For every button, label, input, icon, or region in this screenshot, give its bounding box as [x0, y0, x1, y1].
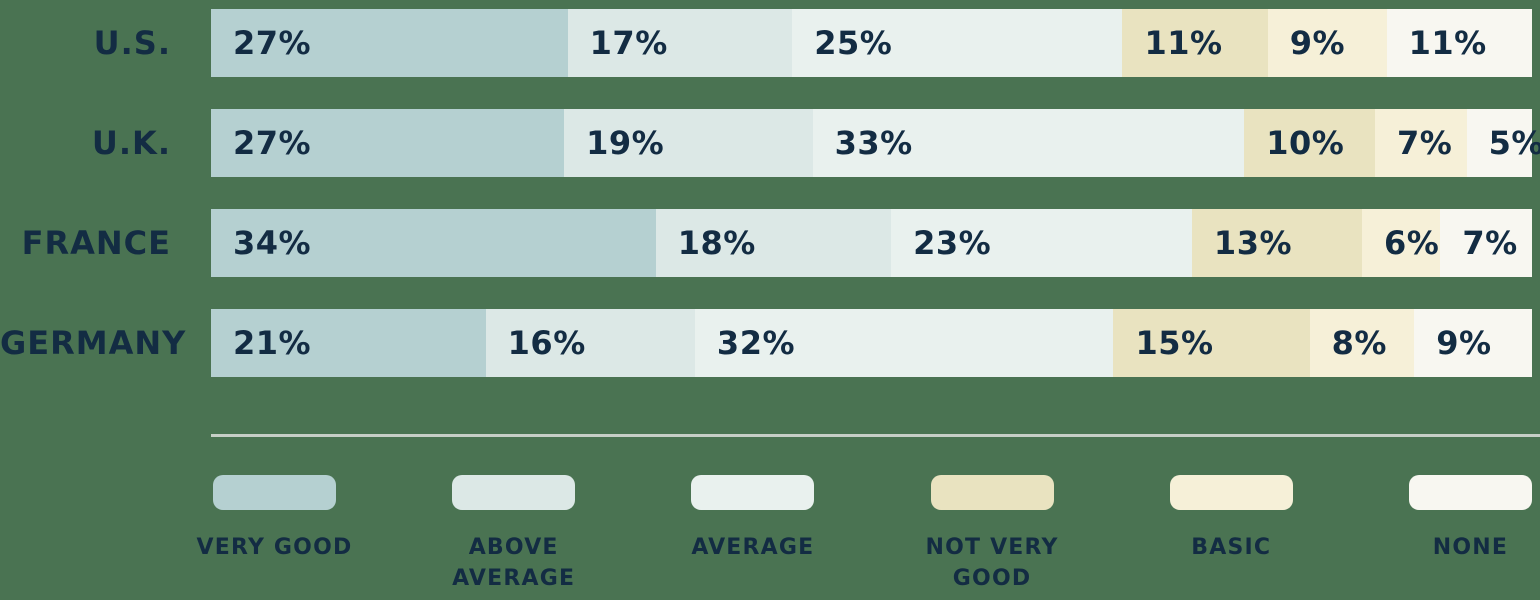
legend-label-line: GOOD — [952, 566, 1032, 591]
bar-segment-very-good: 27% — [211, 9, 568, 77]
legend-label-line: AVERAGE — [452, 566, 576, 591]
bar-segment-very-good: 34% — [211, 209, 656, 277]
row-label-france: FRANCE — [21, 224, 171, 262]
chart-row-u-s-: U.S. 27% 17% 25% 11% 9% 11% — [0, 9, 1540, 77]
legend-label-none: NONE — [1350, 532, 1540, 563]
legend-label-line: NOT VERY — [925, 535, 1059, 560]
stacked-bar-germany: 21% 16% 32% 15% 8% 9% — [211, 309, 1532, 377]
segment-value-label: 18% — [677, 224, 756, 262]
chart-row-germany: GERMANY 21% 16% 32% 15% 8% 9% — [0, 309, 1540, 377]
segment-value-label: 34% — [233, 224, 312, 262]
legend-item-basic: BASIC — [1169, 475, 1293, 560]
legend-item-very-good: VERY GOOD — [197, 475, 351, 560]
bar-segment-none: 5% — [1466, 109, 1540, 177]
bar-segment-above-average: 16% — [485, 309, 695, 377]
bar-segment-average: 32% — [694, 309, 1114, 377]
legend-item-above-average: ABOVE AVERAGE — [452, 475, 576, 591]
legend-label-average: AVERAGE — [633, 532, 873, 563]
stacked-bar-u-s-: 27% 17% 25% 11% 9% 11% — [211, 9, 1532, 77]
legend-label-line: VERY GOOD — [196, 535, 353, 560]
segment-value-label: 23% — [913, 224, 992, 262]
segment-value-label: 6% — [1383, 224, 1440, 262]
legend-label-line: ABOVE — [468, 535, 559, 560]
row-label-u-k-: U.K. — [91, 124, 171, 162]
legend-item-not-very-good: NOT VERY GOOD — [926, 475, 1057, 591]
bar-segment-none: 7% — [1440, 209, 1532, 277]
legend-label-basic: BASIC — [1111, 532, 1351, 563]
chart-legend: VERY GOOD ABOVE AVERAGE AVERAGE NOT VERY GOOD… — [197, 475, 1532, 591]
segment-value-label: 27% — [233, 24, 312, 62]
legend-item-average: AVERAGE — [691, 475, 815, 560]
bar-segment-basic: 6% — [1361, 209, 1441, 277]
legend-label-not-very-good: NOT VERY GOOD — [872, 532, 1112, 594]
segment-value-label: 11% — [1408, 24, 1487, 62]
legend-label-line: NONE — [1432, 535, 1509, 560]
bar-segment-not-very-good: 11% — [1122, 9, 1268, 77]
bar-segment-average: 25% — [792, 9, 1123, 77]
row-label-u-s-: U.S. — [93, 24, 171, 62]
bar-segment-basic: 7% — [1375, 109, 1467, 177]
legend-swatch-none — [1408, 475, 1532, 510]
stacked-bar-u-k-: 27% 19% 33% 10% 7% 5% — [211, 109, 1540, 177]
segment-value-label: 8% — [1331, 324, 1387, 362]
stacked-bar-france: 34% 18% 23% 13% 6% 7% — [211, 209, 1532, 277]
segment-value-label: 25% — [814, 24, 893, 62]
segment-value-label: 7% — [1462, 224, 1518, 262]
legend-swatch-basic — [1169, 475, 1293, 510]
chart-row-france: FRANCE 34% 18% 23% 13% 6% 7% — [0, 209, 1540, 277]
legend-swatch-above-average — [452, 475, 576, 510]
segment-value-label: 21% — [233, 324, 312, 362]
legend-label-very-good: VERY GOOD — [155, 532, 395, 563]
legend-swatch-average — [691, 475, 815, 510]
segment-value-label: 32% — [716, 324, 796, 362]
segment-value-label: 27% — [233, 124, 312, 162]
segment-value-label: 9% — [1289, 24, 1346, 62]
segment-value-label: 11% — [1144, 24, 1223, 62]
segment-value-label: 33% — [834, 124, 913, 162]
segment-value-label: 5% — [1488, 124, 1540, 162]
segment-value-label: 17% — [589, 24, 668, 62]
segment-value-label: 7% — [1397, 124, 1453, 162]
segment-value-label: 13% — [1213, 224, 1293, 262]
chart-row-u-k-: U.K. 27% 19% 33% 10% 7% 5% — [0, 109, 1540, 177]
segment-value-label: 19% — [586, 124, 665, 162]
bar-segment-very-good: 27% — [211, 109, 565, 177]
row-label-germany: GERMANY — [0, 324, 187, 362]
segment-value-label: 15% — [1135, 324, 1214, 362]
legend-swatch-very-good — [213, 475, 336, 510]
legend-item-none: NONE — [1408, 475, 1532, 560]
bar-segment-not-very-good: 15% — [1113, 309, 1310, 377]
bar-segment-none: 11% — [1386, 9, 1532, 77]
legend-divider — [211, 434, 1540, 437]
bar-segment-not-very-good: 10% — [1244, 109, 1376, 177]
bar-segment-average: 23% — [891, 209, 1192, 277]
bar-segment-basic: 9% — [1267, 9, 1387, 77]
segment-value-label: 10% — [1266, 124, 1345, 162]
segment-value-label: 9% — [1436, 324, 1492, 362]
chart-rows: U.S. 27% 17% 25% 11% 9% 11% U.K. 27% 19% 33% 10% 7% 5… — [0, 9, 1540, 409]
bar-segment-above-average: 19% — [564, 109, 813, 177]
bar-segment-average: 33% — [812, 109, 1245, 177]
legend-label-above-average: ABOVE AVERAGE — [394, 532, 634, 594]
bar-segment-above-average: 17% — [567, 9, 793, 77]
legend-swatch-not-very-good — [930, 475, 1054, 510]
bar-segment-above-average: 18% — [655, 209, 892, 277]
bar-segment-very-good: 21% — [211, 309, 486, 377]
segment-value-label: 16% — [507, 324, 586, 362]
legend-label-line: BASIC — [1191, 535, 1272, 560]
bar-segment-basic: 8% — [1309, 309, 1415, 377]
bar-segment-none: 9% — [1414, 309, 1532, 377]
legend-label-line: AVERAGE — [691, 535, 815, 560]
bar-segment-not-very-good: 13% — [1191, 209, 1362, 277]
